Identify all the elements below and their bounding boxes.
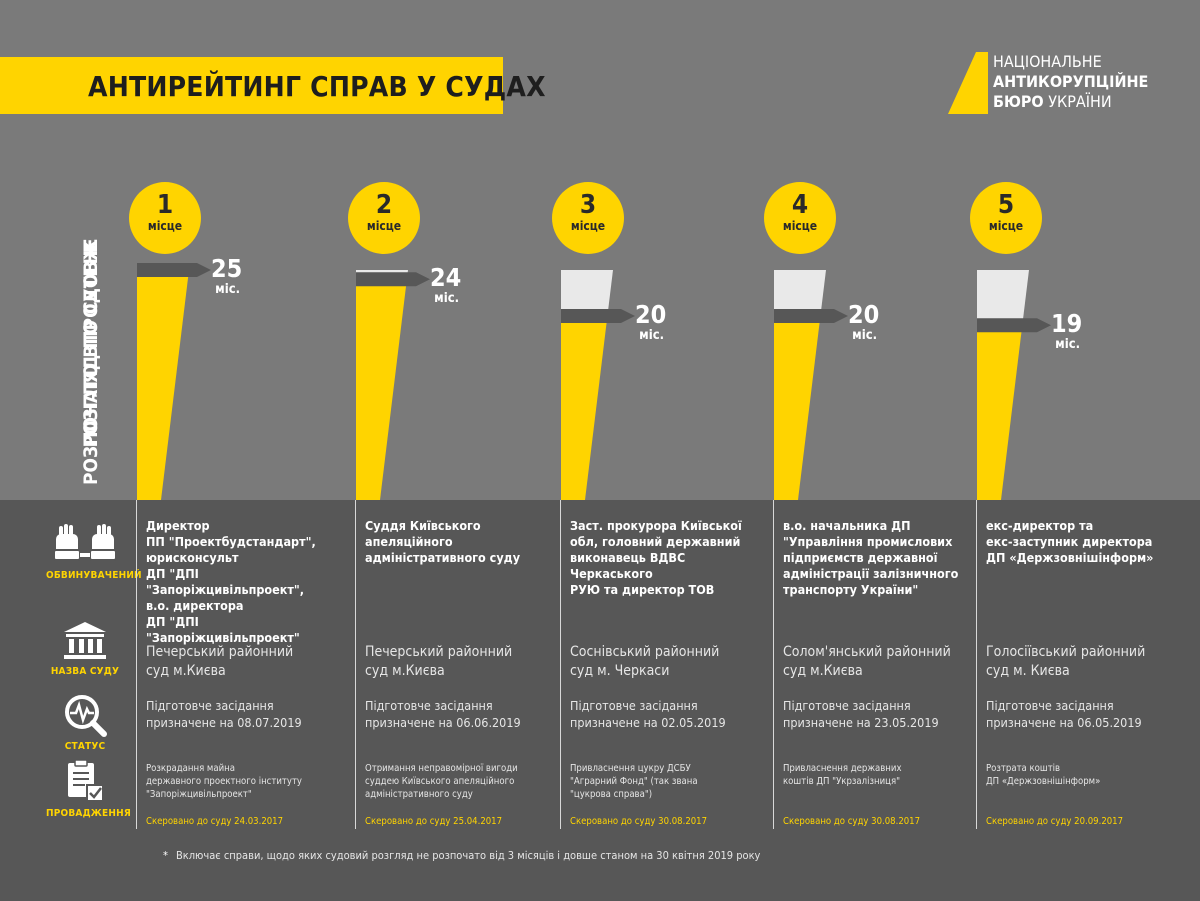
legend-court: НАЗВА СУДУ: [46, 620, 124, 677]
months-chart: [137, 263, 1051, 500]
case-proceeding: Розкрадання майна державного проектного …: [146, 763, 302, 800]
title-band: [0, 57, 503, 114]
bar-value: [774, 316, 821, 500]
bar-empty-segment: [774, 270, 826, 316]
bar-value-marker: [356, 272, 430, 287]
nabu-logo-icon: [948, 52, 988, 114]
legend-status-caption: СТАТУС: [64, 741, 106, 752]
footnote: * Включає справи, щодо яких судовий розгл…: [163, 849, 760, 862]
bar-empty-segment: [561, 270, 613, 316]
bar-value: [561, 316, 608, 500]
case-sent-to-court: Скеровано до суду 24.03.2017: [146, 816, 284, 827]
data-label-unit: міс.: [852, 328, 878, 343]
legend-accused-caption: ОБВИНУВАЧЕНИЙ: [46, 570, 142, 581]
data-label: 20 міс.: [848, 302, 879, 344]
case-status: Підготовче засідання призначене на 06.05…: [986, 698, 1142, 730]
footnote-mark: *: [163, 849, 168, 862]
data-label-unit: міс.: [1055, 337, 1081, 353]
rank-label: місце: [366, 219, 402, 233]
bar-value-marker: [137, 263, 211, 277]
rank-badge: 1 місце: [129, 182, 201, 254]
case-court: Печерський районний суд м.Києва: [365, 644, 513, 679]
rank-number: 1: [156, 190, 174, 220]
rank-badge: 2 місце: [348, 182, 420, 254]
case-status: Підготовче засідання призначене на 06.06…: [365, 698, 521, 730]
data-label: 19 міс.: [1051, 311, 1082, 353]
bar-value-marker: [774, 309, 848, 323]
clipboard-check-icon: [68, 759, 104, 802]
case-proceeding: Привласнення державних коштів ДП "Укрзал…: [783, 763, 902, 787]
column-divider: [136, 500, 137, 829]
legend-court-caption: НАЗВА СУДУ: [50, 666, 120, 677]
magnifier-pulse-icon: [65, 695, 107, 737]
bar-value: [356, 279, 407, 500]
data-label: 25 міс.: [211, 256, 242, 298]
case-proceeding: Розтрата коштів ДП «Держзовнішінформ»: [986, 763, 1101, 787]
case-proceeding: Отримання неправомірної вигоди суддею Ки…: [365, 763, 518, 800]
page-title: АНТИРЕЙТИНГ СПРАВ У СУДАХ: [88, 70, 546, 103]
rank-label: місце: [570, 219, 606, 233]
case-sent-to-court: Скеровано до суду 25.04.2017: [365, 816, 503, 827]
legend-accused: ОБВИНУВАЧЕНИЙ: [46, 520, 142, 581]
column-divider: [976, 500, 977, 829]
data-label: 24 міс.: [430, 265, 461, 307]
logo-line-3-bold: БЮРО: [993, 92, 1044, 111]
data-label-unit: міс.: [434, 291, 460, 307]
case-accused: в.о. начальника ДП "Управління промислов…: [783, 518, 959, 597]
rank-badge: 5 місце: [970, 182, 1042, 254]
data-label-unit: міс.: [639, 328, 665, 343]
nabu-logo-text: НАЦІОНАЛЬНЕ АНТИКОРУПЦІЙНЕ БЮРО УКРАЇНИ: [993, 52, 1148, 112]
case-court: Печерський районний суд м.Києва: [146, 644, 294, 679]
rank-number: 5: [997, 190, 1015, 220]
legend-proceedings: ПРОВАДЖЕННЯ: [46, 758, 131, 819]
footnote-text: Включає справи, щодо яких судовий розгля…: [175, 849, 761, 862]
handcuffs-icon: [53, 524, 117, 561]
bar-value-marker: [977, 318, 1051, 333]
rank-label: місце: [782, 219, 818, 233]
data-label-value: 25: [211, 254, 243, 283]
rank-label: місце: [988, 219, 1024, 233]
bar-value: [137, 270, 189, 500]
bar-value: [977, 325, 1023, 500]
rank-number: 2: [375, 190, 393, 220]
data-label-value: 20: [848, 300, 880, 329]
courthouse-icon: [64, 622, 106, 659]
case-sent-to-court: Скеровано до суду 30.08.2017: [783, 816, 921, 827]
case-status: Підготовче засідання призначене на 08.07…: [146, 698, 302, 730]
logo-line-1: НАЦІОНАЛЬНЕ: [993, 52, 1102, 71]
details-background: [0, 500, 1200, 901]
rank-badge: 4 місце: [764, 182, 836, 254]
rank-number: 4: [791, 190, 809, 220]
data-label: 20 міс.: [635, 302, 666, 344]
column-divider: [773, 500, 774, 829]
column-divider: [560, 500, 561, 829]
case-court: Солом'янський районний суд м.Києва: [783, 644, 951, 679]
data-label-value: 24: [430, 263, 462, 293]
case-accused: Директор ПП "Проектбудстандарт", юрискон…: [146, 518, 316, 645]
rank-number: 3: [579, 190, 597, 220]
case-sent-to-court: Скеровано до суду 30.08.2017: [570, 816, 708, 827]
case-proceeding: Привласнення цукру ДСБУ "Аграрний Фонд" …: [570, 763, 698, 800]
case-status: Підготовче засідання призначене на 23.05…: [783, 698, 939, 730]
logo-line-2: АНТИКОРУПЦІЙНЕ: [993, 72, 1149, 91]
rank-label: місце: [147, 219, 183, 233]
data-label-value: 19: [1051, 309, 1083, 339]
column-divider: [355, 500, 356, 829]
case-accused: Заст. прокурора Київської обл, головний …: [570, 518, 742, 597]
case-accused: екс-директор та екс-заступник директора …: [986, 518, 1154, 565]
case-accused: Суддя Київського апеляційного адміністра…: [365, 518, 521, 565]
data-label-value: 20: [635, 300, 667, 329]
legend-proceedings-caption: ПРОВАДЖЕННЯ: [46, 808, 131, 819]
legend-status: СТАТУС: [46, 693, 124, 752]
case-court: Соснівський районний суд м. Черкаси: [570, 644, 720, 679]
bar-value-marker: [561, 309, 635, 323]
rank-badge: 3 місце: [552, 182, 624, 254]
data-label-unit: міс.: [215, 282, 241, 297]
case-status: Підготовче засідання призначене на 02.05…: [570, 698, 726, 730]
case-court: Голосіївський районний суд м. Києва: [986, 644, 1146, 679]
bar-empty-segment: [977, 270, 1029, 326]
case-sent-to-court: Скеровано до суду 20.09.2017: [986, 816, 1124, 827]
logo-line-3-regular: УКРАЇНИ: [1048, 92, 1112, 111]
